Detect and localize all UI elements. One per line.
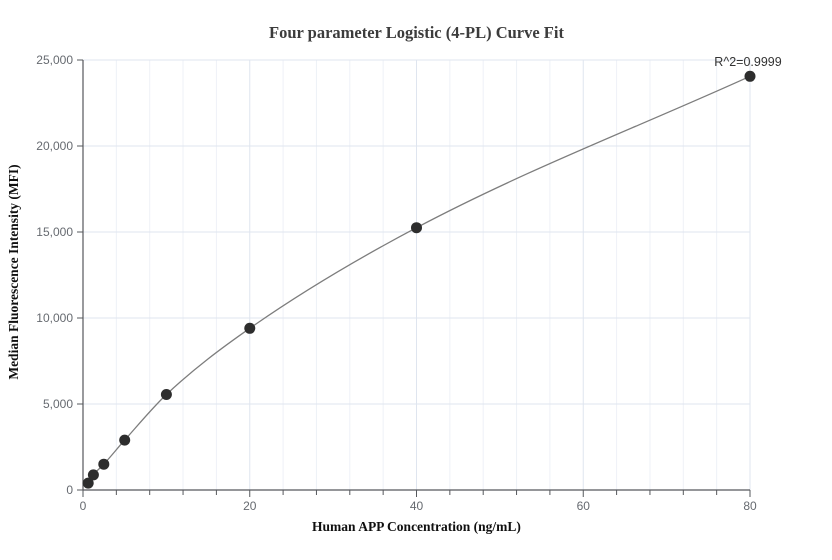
data-point [244,322,256,334]
data-point [119,434,131,446]
gridlines-major [83,59,751,490]
x-tick-label: 20 [243,499,257,513]
data-points [82,70,756,489]
fit-curve-line [87,75,751,484]
data-point [98,458,110,470]
y-tick-label: 25,000 [36,53,73,67]
x-tick-label: 80 [743,499,757,513]
y-tick-labels: 0 5,000 10,000 15,000 20,000 25,000 [36,53,73,497]
x-tick-label: 60 [577,499,591,513]
data-point [87,469,99,481]
r-squared-annotation: R^2=0.9999 [714,55,782,69]
y-tick-label: 15,000 [36,225,73,239]
data-point [160,389,172,400]
axis-ticks [77,59,751,497]
y-tick-label: 5,000 [43,397,73,411]
x-axis-title: Human APP Concentration (ng/mL) [312,519,521,534]
y-axis-title: Median Fluorescence Intensity (MFI) [6,164,21,380]
chart-title: Four parameter Logistic (4-PL) Curve Fit [269,23,564,42]
data-point [82,477,94,489]
y-tick-label: 20,000 [36,139,73,153]
x-tick-labels: 0 20 40 60 80 [80,499,757,513]
fit-curve [87,75,751,484]
x-tick-label: 40 [410,499,424,513]
gridlines-minor [115,60,718,490]
y-tick-label: 0 [66,483,73,497]
data-point [744,70,756,82]
data-point [411,222,422,234]
x-tick-label: 0 [80,499,87,513]
y-tick-label: 10,000 [36,311,73,325]
